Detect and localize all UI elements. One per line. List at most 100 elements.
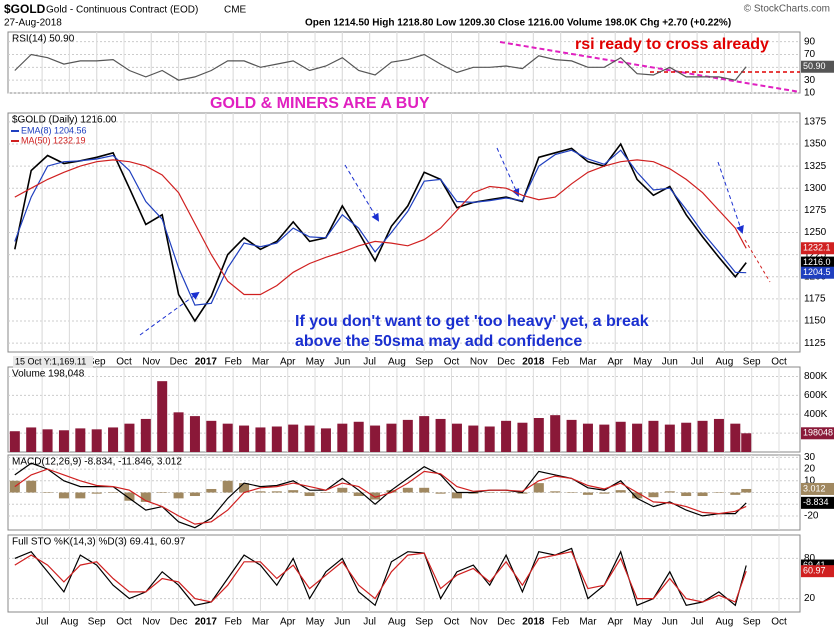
- y-tick-label: -20: [804, 511, 819, 522]
- y-tick-label: 1325: [804, 161, 827, 172]
- x-tick-label: Jun: [662, 357, 678, 368]
- bar: [435, 492, 446, 494]
- x-tick-label: Aug: [388, 357, 406, 368]
- x-tick-label: May: [306, 617, 325, 628]
- x-tick-label: 2018: [522, 617, 545, 628]
- bar: [140, 492, 151, 502]
- bar: [599, 424, 610, 452]
- exchange: CME: [224, 5, 247, 16]
- y-tick-label: 80: [804, 553, 816, 564]
- bar: [108, 492, 119, 493]
- y-tick-label: 1125: [804, 338, 826, 349]
- bar: [501, 420, 512, 452]
- x-tick-label: May: [306, 357, 325, 368]
- bar: [435, 418, 446, 452]
- x-tick-label: Sep: [415, 357, 433, 368]
- x-tick-label: Mar: [579, 357, 597, 368]
- x-tick-label: Feb: [552, 357, 570, 368]
- x-tick-label: May: [633, 617, 652, 628]
- arrow: [344, 164, 380, 222]
- bar: [615, 490, 626, 493]
- x-tick-label: Nov: [142, 617, 160, 628]
- x-tick-label: Jul: [363, 357, 376, 368]
- value-flag: [801, 266, 834, 279]
- x-tick-label: Oct: [444, 617, 460, 628]
- x-tick-label: May: [633, 357, 652, 368]
- instrument-name: Gold - Continuous Contract (EOD): [46, 5, 198, 16]
- bar: [206, 420, 217, 452]
- y-tick-label: 30: [804, 452, 816, 463]
- bar: [582, 423, 593, 452]
- quote: Open 1214.50 High 1218.80 Low 1209.30 Cl…: [305, 18, 731, 29]
- bar: [255, 427, 266, 452]
- bar: [419, 487, 430, 493]
- bar: [157, 381, 168, 452]
- bar: [173, 412, 184, 452]
- bar: [140, 418, 151, 452]
- bar: [157, 492, 168, 493]
- x-tick-label: Nov: [142, 357, 160, 368]
- bar: [9, 480, 20, 493]
- bar: [42, 429, 53, 452]
- line: [14, 468, 747, 525]
- x-tick-label: Oct: [116, 357, 132, 368]
- bar: [75, 428, 86, 452]
- value-flag-label: 1232.1: [803, 243, 831, 253]
- panel-title: RSI(14) 50.90: [12, 34, 75, 45]
- x-tick-label: Sep: [743, 617, 761, 628]
- line: [14, 462, 747, 529]
- panel-title: MACD(12,26,9) -8.834, -11.846, 3.012: [12, 457, 182, 468]
- value-flag-label: 69.41: [803, 560, 826, 570]
- panel-title: Volume 198,048: [12, 369, 85, 380]
- x-tick-label: Dec: [497, 357, 515, 368]
- bar: [697, 492, 708, 497]
- bar: [713, 492, 724, 493]
- y-tick-label: 1350: [804, 139, 827, 150]
- legend-entry: EMA(8) 1204.56: [21, 125, 87, 135]
- y-tick-label: 20: [804, 593, 816, 604]
- y-tick-label: 600K: [804, 390, 828, 401]
- bar: [91, 492, 102, 494]
- bar: [288, 490, 299, 493]
- x-tick-label: Feb: [225, 617, 243, 628]
- bar: [402, 419, 413, 452]
- arrow: [496, 147, 520, 197]
- y-tick-label: 1250: [804, 227, 827, 238]
- x-tick-label: Aug: [716, 357, 734, 368]
- arrow: [717, 161, 744, 234]
- annotation: If you don't want to get 'too heavy' yet…: [295, 313, 649, 330]
- bar: [632, 492, 643, 499]
- x-tick-label: Apr: [607, 357, 623, 368]
- legend-entry: MA(50) 1232.19: [21, 135, 86, 145]
- x-tick-label: Dec: [497, 617, 515, 628]
- bar: [320, 428, 331, 452]
- bar: [271, 426, 282, 452]
- bar: [648, 492, 659, 498]
- bar: [533, 418, 544, 452]
- bar: [386, 423, 397, 452]
- trend-line: [499, 41, 801, 93]
- bar: [550, 491, 561, 493]
- bar: [58, 430, 69, 452]
- bar: [484, 492, 495, 493]
- x-tick-label: Apr: [280, 357, 296, 368]
- bar: [58, 492, 69, 499]
- bar: [337, 423, 348, 452]
- panel-title: $GOLD (Daily) 1216.00: [12, 115, 117, 126]
- bar: [468, 425, 479, 452]
- bar: [566, 419, 577, 452]
- bar: [9, 431, 20, 452]
- x-tick-label: Sep: [88, 357, 106, 368]
- x-tick-label: Sep: [743, 357, 761, 368]
- panel-frame: [7, 534, 801, 613]
- x-tick-label: Oct: [116, 617, 132, 628]
- x-tick-label: Aug: [61, 617, 79, 628]
- value-flag-label: 50.90: [803, 61, 826, 71]
- value-flag-label: 3.012: [803, 483, 826, 493]
- bar: [239, 483, 250, 493]
- bar: [288, 424, 299, 452]
- bar: [615, 421, 626, 452]
- bar: [370, 425, 381, 452]
- bar: [533, 483, 544, 493]
- bar: [353, 421, 364, 452]
